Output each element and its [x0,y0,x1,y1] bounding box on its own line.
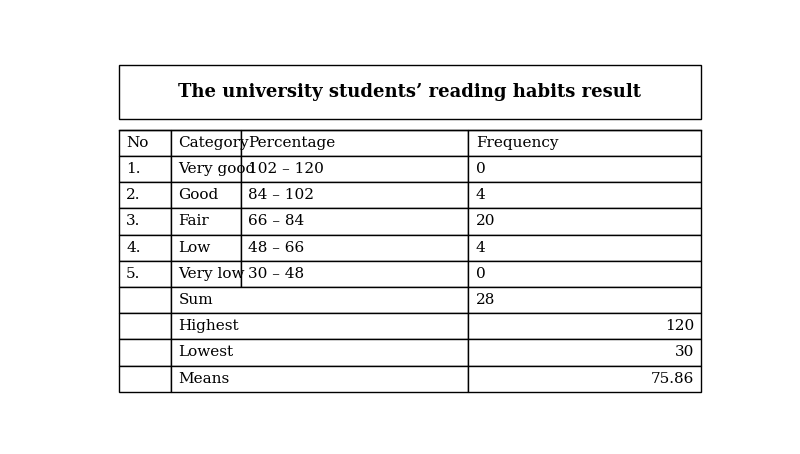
Text: 20: 20 [476,214,495,228]
Text: 84 – 102: 84 – 102 [249,188,314,202]
Text: Very good: Very good [178,162,256,176]
Bar [171,313,468,340]
Bar [468,287,702,313]
Text: 3.: 3. [126,214,141,228]
Text: 4.: 4. [126,241,141,255]
Text: Lowest: Lowest [178,345,234,360]
Bar [468,313,702,340]
Bar [118,156,171,182]
Bar [118,235,171,261]
Bar [241,130,468,156]
Text: Good: Good [178,188,218,202]
Text: 0: 0 [476,267,486,281]
Bar [118,182,171,208]
Bar [468,235,702,261]
Text: 66 – 84: 66 – 84 [249,214,305,228]
Text: 30: 30 [674,345,694,360]
Bar [468,156,702,182]
Text: Highest: Highest [178,319,239,333]
Text: 0: 0 [476,162,486,176]
Text: 28: 28 [476,293,495,307]
Text: Low: Low [178,241,210,255]
Text: Percentage: Percentage [249,136,336,150]
Bar [171,340,468,365]
Bar [468,130,702,156]
Text: 48 – 66: 48 – 66 [249,241,305,255]
Bar [118,313,171,340]
Bar [241,156,468,182]
Text: 102 – 120: 102 – 120 [249,162,324,176]
Text: The university students’ reading habits result: The university students’ reading habits … [178,83,642,101]
Bar [118,65,702,119]
Text: 75.86: 75.86 [650,372,694,386]
Bar [241,208,468,235]
Bar [171,208,241,235]
Bar [468,208,702,235]
Bar [171,156,241,182]
Bar [118,287,171,313]
Bar [171,182,241,208]
Text: 2.: 2. [126,188,141,202]
Bar [171,130,241,156]
Text: Frequency: Frequency [476,136,558,150]
Bar [118,365,171,392]
Bar [118,261,171,287]
Bar [118,208,171,235]
Bar [171,261,241,287]
Bar [468,340,702,365]
Text: Fair: Fair [178,214,210,228]
Text: Means: Means [178,372,230,386]
Bar [118,130,171,156]
Bar [241,182,468,208]
Bar [468,182,702,208]
Text: 30 – 48: 30 – 48 [249,267,305,281]
Text: Very low: Very low [178,267,245,281]
Bar [241,261,468,287]
Text: 5.: 5. [126,267,141,281]
Text: 1.: 1. [126,162,141,176]
Text: 120: 120 [665,319,694,333]
Bar [468,261,702,287]
Text: 4: 4 [476,188,486,202]
Bar [171,287,468,313]
Bar [241,235,468,261]
Text: Sum: Sum [178,293,213,307]
Bar [468,365,702,392]
Text: No: No [126,136,149,150]
Bar [171,235,241,261]
Text: 4: 4 [476,241,486,255]
Bar [118,340,171,365]
Text: Category: Category [178,136,249,150]
Bar [171,365,468,392]
